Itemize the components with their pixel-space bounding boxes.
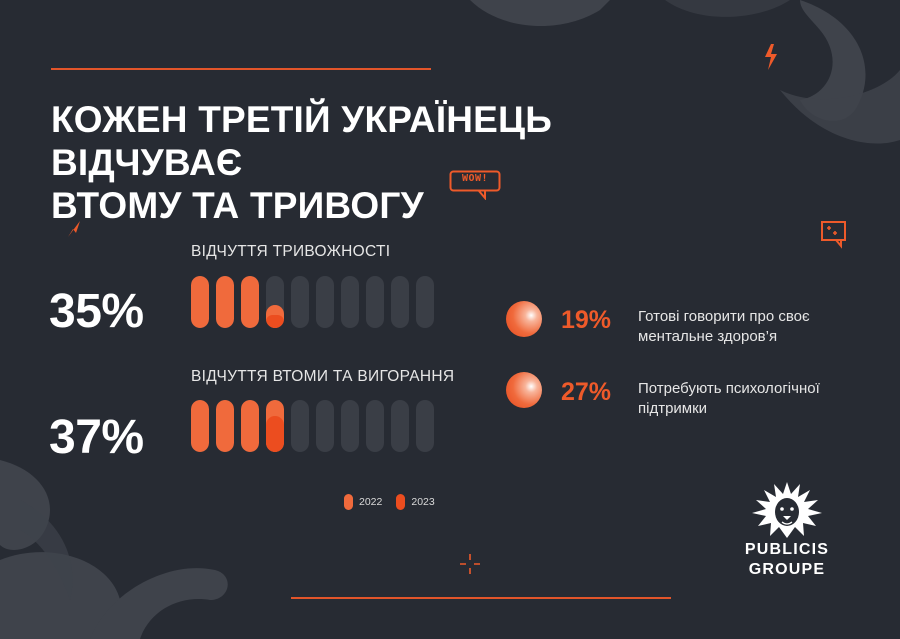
anxiety-bar-row — [191, 276, 434, 328]
wow-bubble-icon: WOW! — [449, 170, 501, 205]
bar-slot — [416, 276, 434, 328]
bottom-divider — [291, 597, 671, 599]
logo-text-line-2: GROUPE — [748, 561, 826, 578]
bar-slot — [416, 400, 434, 452]
bar-slot — [191, 400, 209, 452]
bar-fill-2022 — [191, 400, 209, 452]
stat-circle-talk — [506, 301, 542, 337]
stat-value-talk: 19% — [561, 306, 612, 334]
bar-slot — [366, 400, 384, 452]
bar-slot — [316, 400, 334, 452]
chart-legend: 2022 2023 — [344, 494, 435, 510]
anxiety-value: 35% — [49, 285, 144, 338]
chat-sparkle-icon — [821, 221, 846, 249]
legend-item-2022: 2022 — [344, 494, 382, 510]
stat-text-support-line-2: підтримки — [638, 400, 708, 417]
bar-slot — [266, 276, 284, 328]
page-title: КОЖЕН ТРЕТІЙ УКРАЇНЕЦЬ ВІДЧУВАЄ ВТОМУ ТА… — [51, 98, 751, 227]
bar-slot — [216, 276, 234, 328]
wow-bubble-text: WOW! — [461, 173, 489, 184]
legend-swatch-2023 — [396, 494, 406, 510]
stat-text-talk: Готові говорити про своє ментальне здоро… — [638, 307, 868, 347]
stat-text-talk-line-1: Готові говорити про своє — [638, 308, 810, 325]
bar-slot — [191, 276, 209, 328]
publicis-groupe-logo: PUBLICIS GROUPE — [722, 478, 852, 580]
bar-slot — [341, 400, 359, 452]
bar-fill-2022 — [216, 400, 234, 452]
stat-circle-support — [506, 372, 542, 408]
bar-slot — [391, 276, 409, 328]
bar-slot — [291, 400, 309, 452]
stat-text-support-line-1: Потребують психологічної — [638, 380, 820, 397]
fatigue-value: 37% — [49, 411, 144, 464]
cursor-arrow-icon — [68, 221, 80, 237]
bar-slot — [316, 276, 334, 328]
bar-slot — [216, 400, 234, 452]
fatigue-bar-row — [191, 400, 434, 452]
bar-slot — [241, 400, 259, 452]
logo-text-line-1: PUBLICIS — [744, 541, 830, 558]
legend-item-2023: 2023 — [396, 494, 435, 510]
bar-fill-2023 — [266, 415, 284, 452]
bar-slot — [266, 400, 284, 452]
legend-swatch-2022 — [344, 494, 353, 510]
top-divider — [51, 68, 431, 70]
anxiety-label: ВІДЧУТТЯ ТРИВОЖНОСТІ — [191, 243, 391, 260]
lion-head-icon — [752, 482, 822, 538]
stat-text-support: Потребують психологічної підтримки — [638, 379, 868, 419]
bar-slot — [391, 400, 409, 452]
bar-slot — [291, 276, 309, 328]
bar-fill-2022 — [191, 276, 209, 328]
title-line-1: КОЖЕН ТРЕТІЙ УКРАЇНЕЦЬ ВІДЧУВАЄ — [51, 99, 553, 183]
bar-fill-2023 — [266, 315, 284, 328]
crosshair-icon — [460, 554, 480, 574]
stat-value-support: 27% — [561, 378, 612, 406]
fatigue-label: ВІДЧУТТЯ ВТОМИ ТА ВИГОРАННЯ — [191, 368, 455, 385]
legend-label-2023: 2023 — [411, 496, 435, 508]
bar-slot — [241, 276, 259, 328]
bar-fill-2022 — [241, 276, 259, 328]
bar-fill-2022 — [216, 276, 234, 328]
legend-label-2022: 2022 — [359, 496, 383, 508]
title-line-2: ВТОМУ ТА ТРИВОГУ — [51, 185, 424, 226]
bar-slot — [341, 276, 359, 328]
lightning-icon — [765, 44, 777, 70]
bar-fill-2022 — [241, 400, 259, 452]
stat-text-talk-line-2: ментальне здоров’я — [638, 328, 778, 345]
bar-slot — [366, 276, 384, 328]
